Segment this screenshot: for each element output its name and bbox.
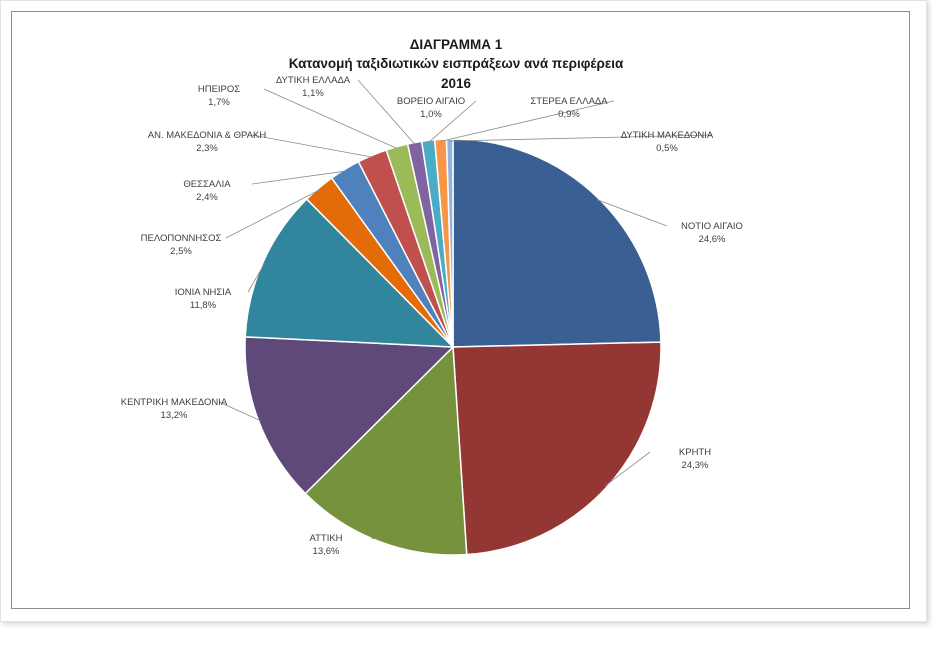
leader-line <box>247 262 266 293</box>
slice-label-value: 24,6% <box>699 234 726 245</box>
slice-label-name: ΣΤΕΡΕΑ ΕΛΛΑΔΑ <box>530 96 608 107</box>
pie-slice <box>304 345 468 556</box>
slice-label-value: 13,2% <box>161 410 188 421</box>
chart-title-line-2: Κατανομή ταξιδιωτικών εισπράξεων ανά περ… <box>289 56 624 71</box>
slice-label-name: ΚΕΝΤΡΙΚΗ ΜΑΚΕΔΟΝΙΑ <box>121 397 228 408</box>
slice-label-name: ΠΕΛΟΠΟΝΝΗΣΟΣ <box>141 233 222 244</box>
slice-label-value: 13,6% <box>313 546 340 557</box>
pie-slice <box>452 341 662 556</box>
leader-line <box>251 170 346 185</box>
chart-area: ΔΙΑΓΡΑΜΜΑ 1 Κατανομή ταξιδιωτικών εισπρά… <box>11 11 910 609</box>
slice-label-name: ΑΝ. ΜΑΚΕΔΟΝΙΑ & ΘΡΑΚΗ <box>148 130 267 141</box>
chart-frame: ΔΙΑΓΡΑΜΜΑ 1 Κατανομή ταξιδιωτικών εισπρά… <box>0 0 927 622</box>
leader-line <box>218 401 261 422</box>
slice-label-value: 1,1% <box>302 88 324 99</box>
slice-label-name: ΒΟΡΕΙΟ ΑΙΓΑΙΟ <box>397 96 465 107</box>
chart-title-line-3: 2016 <box>441 76 472 91</box>
leader-line <box>225 189 321 239</box>
slice-label-value: 2,5% <box>170 246 192 257</box>
pie-slices <box>244 138 662 556</box>
leader-line <box>357 79 416 145</box>
slice-label-value: 2,4% <box>196 192 218 203</box>
pie-slice <box>244 336 455 495</box>
leader-line <box>440 100 615 142</box>
data-labels: ΝΟΤΙΟ ΑΙΓΑΙΟ 24,6% ΚΡΗΤΗ 24,3% ΑΤΤΙΚΗ 13,6% ΚΕ… <box>121 75 743 557</box>
leader-line <box>263 88 398 150</box>
leader-line <box>596 199 668 227</box>
pie-slice <box>244 198 455 348</box>
slice-label-value: 0,9% <box>558 109 580 120</box>
leader-line <box>251 134 373 158</box>
slice-label-name: ΑΤΤΙΚΗ <box>309 533 342 544</box>
leader-line <box>370 537 381 541</box>
slice-label-name: ΙΟΝΙΑ ΝΗΣΙΑ <box>175 287 232 298</box>
chart-title-line-1: ΔΙΑΓΡΑΜΜΑ 1 <box>410 37 503 52</box>
pie-chart: ΔΙΑΓΡΑΜΜΑ 1 Κατανομή ταξιδιωτικών εισπρά… <box>121 37 743 557</box>
slice-label-value: 24,3% <box>682 460 709 471</box>
leader-line <box>604 451 651 487</box>
slice-label-value: 1,7% <box>208 97 230 108</box>
slice-label-value: 0,5% <box>656 143 678 154</box>
slice-label-value: 11,8% <box>190 300 217 311</box>
slice-label-value: 1,0% <box>420 109 442 120</box>
leader-lines <box>218 79 713 541</box>
slice-label-name: ΔΥΤΙΚΗ ΕΛΛΑΔΑ <box>276 75 351 86</box>
leader-line <box>428 100 477 143</box>
slice-label-name: ΗΠΕΙΡΟΣ <box>198 84 240 95</box>
slice-label-name: ΚΡΗΤΗ <box>679 447 711 458</box>
slice-label-name: ΘΕΣΣΑΛΙΑ <box>183 179 231 190</box>
leader-line <box>449 134 713 142</box>
slice-label-value: 2,3% <box>196 143 218 154</box>
slice-label-name: ΝΟΤΙΟ ΑΙΓΑΙΟ <box>681 221 743 232</box>
pie-slice <box>452 138 662 348</box>
slice-label-name: ΔΥΤΙΚΗ ΜΑΚΕΔΟΝΙΑ <box>621 130 714 141</box>
